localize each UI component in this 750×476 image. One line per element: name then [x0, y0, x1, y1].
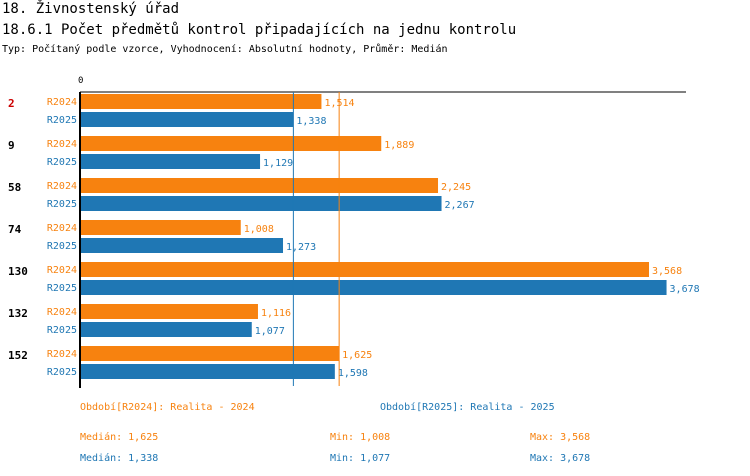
bar-r2024 — [80, 304, 258, 319]
bar-r2025 — [80, 112, 294, 127]
data-label-r2024: 1,889 — [384, 140, 414, 151]
page-title: 18. Živnostenský úřad — [2, 1, 180, 17]
bar-r2024 — [80, 346, 340, 361]
data-label-r2025: 1,338 — [296, 116, 326, 127]
category-label: 74 — [8, 223, 22, 236]
stat-r2024-max: Max: 3,568 — [530, 432, 591, 443]
bar-r2025 — [80, 154, 261, 169]
bar-r2025 — [80, 364, 335, 379]
stat-r2025-min: Min: 1,077 — [330, 453, 391, 464]
series-label-r2025: R2025 — [47, 283, 77, 294]
data-label-r2025: 1,077 — [255, 326, 285, 337]
data-label-r2024: 1,625 — [342, 350, 372, 361]
series-label-r2025: R2025 — [47, 199, 77, 210]
series-label-r2024: R2024 — [47, 265, 77, 276]
series-label-r2024: R2024 — [47, 181, 77, 192]
chart-title: 18.6.1 Počet předmětů kontrol připadajíc… — [2, 22, 517, 38]
data-label-r2024: 2,245 — [441, 182, 471, 193]
stat-r2025-median: Medián: 1,338 — [80, 453, 159, 464]
series-label-r2025: R2025 — [47, 115, 77, 126]
bar-r2025 — [80, 280, 667, 295]
series-label-r2025: R2025 — [47, 367, 77, 378]
data-label-r2024: 3,568 — [652, 266, 682, 277]
bar-r2024 — [80, 94, 322, 109]
series-label-r2025: R2025 — [47, 157, 77, 168]
bar-r2025 — [80, 196, 442, 211]
bar-r2024 — [80, 220, 241, 235]
bar-r2025 — [80, 322, 252, 337]
data-label-r2025: 1,598 — [338, 368, 368, 379]
series-label-r2024: R2024 — [47, 307, 77, 318]
data-label-r2025: 3,678 — [670, 284, 700, 295]
chart-type-line: Typ: Počítaný podle vzorce, Vyhodnocení:… — [2, 44, 448, 55]
bar-r2025 — [80, 238, 284, 253]
series-label-r2025: R2025 — [47, 325, 77, 336]
bar-r2024 — [80, 178, 439, 193]
series-label-r2024: R2024 — [47, 97, 77, 108]
legend-r2024: Období[R2024]: Realita - 2024 — [80, 402, 255, 413]
bar-r2024 — [80, 262, 650, 277]
bar-chart: 02R20241,514R20251,3389R20241,889R20251,… — [8, 76, 700, 388]
category-label: 152 — [8, 349, 28, 362]
stat-r2025-max: Max: 3,678 — [530, 453, 591, 464]
stat-r2024-median: Medián: 1,625 — [80, 432, 159, 443]
bar-r2024 — [80, 136, 382, 151]
stat-r2024-min: Min: 1,008 — [330, 432, 391, 443]
category-label: 2 — [8, 97, 15, 110]
data-label-r2025: 1,129 — [263, 158, 293, 169]
series-label-r2025: R2025 — [47, 241, 77, 252]
data-label-r2024: 1,116 — [261, 308, 291, 319]
series-label-r2024: R2024 — [47, 223, 77, 234]
data-label-r2024: 1,008 — [244, 224, 274, 235]
data-label-r2025: 1,273 — [286, 242, 316, 253]
category-label: 130 — [8, 265, 28, 278]
category-label: 9 — [8, 139, 15, 152]
category-label: 58 — [8, 181, 21, 194]
axis-zero-label: 0 — [78, 76, 83, 86]
category-label: 132 — [8, 307, 28, 320]
data-label-r2025: 2,267 — [445, 200, 475, 211]
series-label-r2024: R2024 — [47, 349, 77, 360]
series-label-r2024: R2024 — [47, 139, 77, 150]
legend-r2025: Období[R2025]: Realita - 2025 — [380, 402, 555, 413]
